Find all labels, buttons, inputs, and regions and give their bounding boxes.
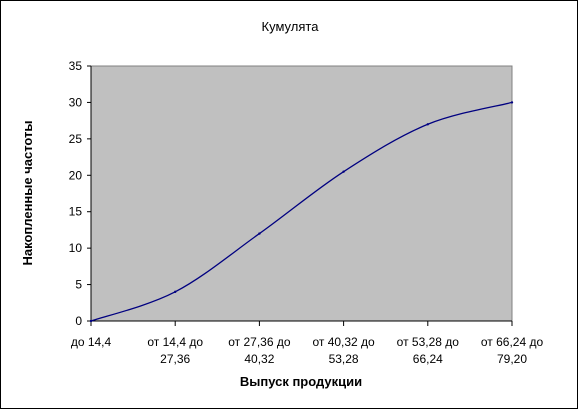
series-layer xyxy=(89,101,514,323)
x-tick-label-line: от 53,28 до xyxy=(397,335,460,349)
y-tick-label: 20 xyxy=(69,168,83,182)
x-tick-label-line: от 14,4 до xyxy=(147,335,203,349)
data-point xyxy=(89,319,93,323)
chart-title: Кумулята xyxy=(262,19,320,34)
y-tick-label: 10 xyxy=(69,241,83,255)
x-tick-label-line: от 27,36 до xyxy=(228,335,291,349)
y-tick-label: 15 xyxy=(69,205,83,219)
x-tick-label: от 66,24 до 79,20 xyxy=(481,335,544,366)
y-tick-label: 0 xyxy=(75,314,82,328)
y-tick-label: 30 xyxy=(69,95,83,109)
x-tick-label-line: от 66,24 до xyxy=(481,335,544,349)
x-tick-label-line: 79,20 xyxy=(497,352,527,366)
data-point xyxy=(342,170,345,173)
x-tick-label: от 27,36 до 40,32 xyxy=(228,335,291,366)
x-tick-label-line: 40,32 xyxy=(244,352,274,366)
x-tick-label: до 14,4 xyxy=(71,335,112,349)
x-tick-label-line: 66,24 xyxy=(413,352,443,366)
y-axis-title: Накопленные частоты xyxy=(20,121,35,266)
x-tick-label: от 14,4 до 27,36 xyxy=(147,335,203,366)
x-tick-label: от 53,28 до 66,24 xyxy=(397,335,460,366)
y-tick-label: 35 xyxy=(69,59,83,73)
data-point xyxy=(258,232,261,235)
series-line xyxy=(90,101,513,322)
plot-area xyxy=(90,65,513,322)
x-tick-label-line: от 40,32 до xyxy=(312,335,375,349)
y-tick-label: 5 xyxy=(75,278,82,292)
data-point xyxy=(174,290,177,294)
y-axis: 0 5 10 15 20 25 30 35 xyxy=(69,59,92,328)
x-tick-label: от 40,32 до 53,28 xyxy=(312,335,375,366)
x-axis-title: Выпуск продукции xyxy=(240,374,362,389)
x-tick-label-line: 27,36 xyxy=(160,352,190,366)
data-point xyxy=(510,101,514,104)
x-tick-label-line: 53,28 xyxy=(329,352,359,366)
data-point xyxy=(426,123,429,126)
y-tick-label: 25 xyxy=(69,132,83,146)
x-tick-label-line: до 14,4 xyxy=(71,335,112,349)
